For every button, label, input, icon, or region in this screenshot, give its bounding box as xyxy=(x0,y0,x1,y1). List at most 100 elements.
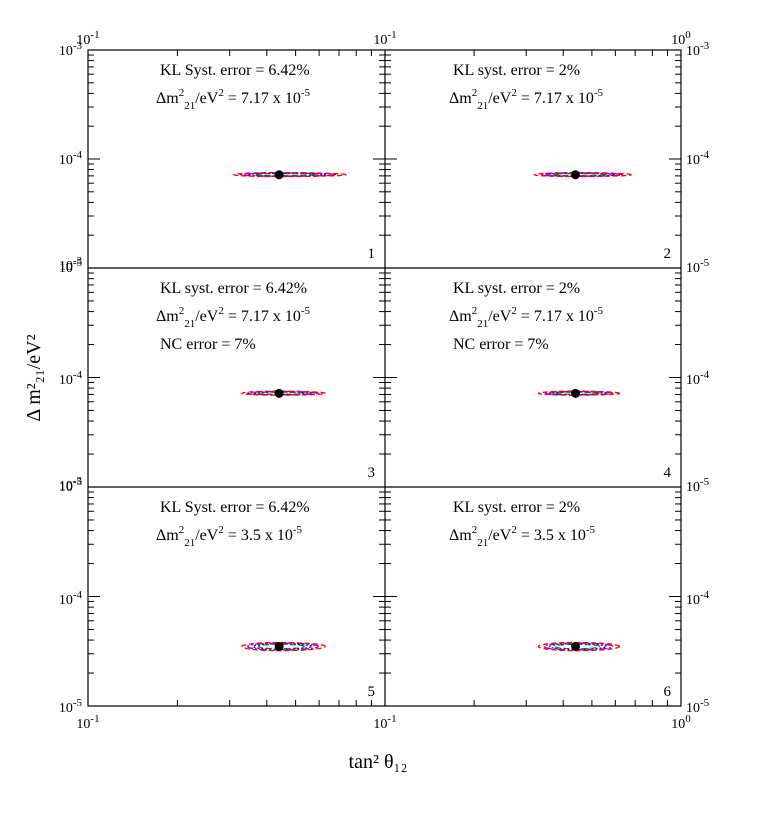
tick-exponent: -4 xyxy=(73,369,83,381)
contour-level-1 xyxy=(554,643,601,650)
best-fit-point xyxy=(274,641,284,651)
math-sup: 2 xyxy=(511,524,517,536)
panel-annotation-math: Δm221/eV2 = 7.17 x 10-5 xyxy=(449,305,604,330)
best-fit-point xyxy=(570,641,580,651)
tick-exponent: 0 xyxy=(685,29,691,41)
tick-base: 10 xyxy=(686,44,700,59)
y-tick-label: 10-5 xyxy=(686,697,710,716)
tick-base: 10 xyxy=(686,593,700,608)
math-sup: 2 xyxy=(179,305,185,317)
contour-level-2 xyxy=(548,643,607,651)
math-text: Δm xyxy=(449,90,472,107)
math-text: = 3.5 x 10 xyxy=(224,527,293,544)
tick-exponent: -5 xyxy=(73,476,83,488)
tick-base: 10 xyxy=(686,373,700,388)
panel-1: KL Syst. error = 6.42%Δm221/eV2 = 7.17 x… xyxy=(156,62,375,262)
math-text: = 7.17 x 10 xyxy=(517,90,594,107)
math-sub: 21 xyxy=(477,100,488,112)
tick-exponent: -4 xyxy=(700,369,710,381)
math-text: Δm xyxy=(449,527,472,544)
math-sup: 2 xyxy=(218,87,224,99)
contour-level-4 xyxy=(537,390,621,396)
panel-annotation-math: Δm221/eV2 = 7.17 x 10-5 xyxy=(449,87,604,112)
tick-exponent: -4 xyxy=(700,149,710,161)
tick-exponent: -3 xyxy=(73,255,83,267)
x-tick-label: 10-1 xyxy=(76,29,99,48)
x-tick-label: 10-1 xyxy=(373,29,396,48)
math-sup: 2 xyxy=(179,87,185,99)
panel-5: KL Syst. error = 6.42%Δm221/eV2 = 3.5 x … xyxy=(156,499,375,700)
tick-exponent: -5 xyxy=(700,697,710,709)
tick-exponent: -4 xyxy=(73,589,83,601)
tick-exponent: -4 xyxy=(700,589,710,601)
x-tick-label: 100 xyxy=(671,713,691,732)
best-fit-point xyxy=(274,170,284,180)
panel-annotation: KL syst. error = 2% xyxy=(453,499,580,516)
tick-exponent: -5 xyxy=(73,697,83,709)
math-sup: -5 xyxy=(301,305,311,317)
math-sub: 21 xyxy=(477,537,488,549)
math-sub: 21 xyxy=(184,318,195,330)
panel-annotation-math: Δm221/eV2 = 3.5 x 10-5 xyxy=(449,524,596,549)
tick-base: 10 xyxy=(59,479,73,494)
tick-base: 10 xyxy=(59,153,73,168)
panel-annotation-math: Δm221/eV2 = 3.5 x 10-5 xyxy=(156,524,303,549)
tick-exponent: -4 xyxy=(73,149,83,161)
math-text: /eV xyxy=(195,90,219,107)
tick-base: 10 xyxy=(686,701,700,716)
math-sup: 2 xyxy=(511,305,517,317)
panel-6: KL syst. error = 2%Δm221/eV2 = 3.5 x 10-… xyxy=(449,499,672,700)
math-text: /eV xyxy=(195,527,219,544)
y-tick-label: 10-3 xyxy=(686,40,710,59)
tick-exponent: -3 xyxy=(73,40,83,52)
tick-exponent: -5 xyxy=(73,257,83,269)
tick-base: 10 xyxy=(686,153,700,168)
y-tick-label: 10-4 xyxy=(686,369,710,388)
contour-level-4 xyxy=(241,641,326,652)
math-text: /eV xyxy=(195,308,219,325)
tick-base: 10 xyxy=(671,33,685,48)
math-text: = 3.5 x 10 xyxy=(517,527,586,544)
tick-base: 10 xyxy=(671,717,685,732)
math-sup: -5 xyxy=(301,87,311,99)
math-sup: -5 xyxy=(293,524,303,536)
y-tick-label: 10-4 xyxy=(686,589,710,608)
panel-annotation-math: Δm221/eV2 = 7.17 x 10-5 xyxy=(156,87,311,112)
x-tick-label: 10-1 xyxy=(76,713,99,732)
tick-base: 10 xyxy=(76,33,90,48)
math-text: Δm xyxy=(156,308,179,325)
math-text: Δm xyxy=(156,90,179,107)
math-sup: 2 xyxy=(179,524,185,536)
y-tick-label: 10-5 xyxy=(686,476,710,495)
tick-exponent: 0 xyxy=(685,713,691,725)
panel-number: 4 xyxy=(664,465,672,481)
x-axis-label: tan² θ₁₂ xyxy=(349,751,408,773)
contour-level-4 xyxy=(537,641,621,652)
contour-level-2 xyxy=(252,643,313,651)
y-tick-label: 10-4 xyxy=(686,149,710,168)
math-sup: -5 xyxy=(594,305,604,317)
y-tick-label: 10-3 xyxy=(59,40,83,59)
math-sub: 21 xyxy=(184,537,195,549)
math-text: = 7.17 x 10 xyxy=(224,308,301,325)
math-sup: 2 xyxy=(218,305,224,317)
math-text: /eV xyxy=(488,308,512,325)
contour-level-1 xyxy=(257,391,306,395)
tick-base: 10 xyxy=(59,44,73,59)
panel-annotation: NC error = 7% xyxy=(160,336,256,353)
panel-annotation: KL syst. error = 6.42% xyxy=(160,280,307,297)
math-sup: 2 xyxy=(472,87,478,99)
contour-level-4 xyxy=(232,171,347,178)
panel-number: 1 xyxy=(368,246,376,262)
tick-exponent: -5 xyxy=(700,476,710,488)
panel-number: 6 xyxy=(664,684,672,700)
y-tick-label: 10-5 xyxy=(59,257,83,276)
panel-number: 2 xyxy=(664,246,672,262)
x-tick-label: 10-1 xyxy=(373,713,396,732)
tick-base: 10 xyxy=(373,717,387,732)
tick-exponent: -3 xyxy=(73,475,83,487)
math-text: /eV xyxy=(488,527,512,544)
tick-base: 10 xyxy=(59,373,73,388)
math-sup: 2 xyxy=(218,524,224,536)
tick-base: 10 xyxy=(59,261,73,276)
